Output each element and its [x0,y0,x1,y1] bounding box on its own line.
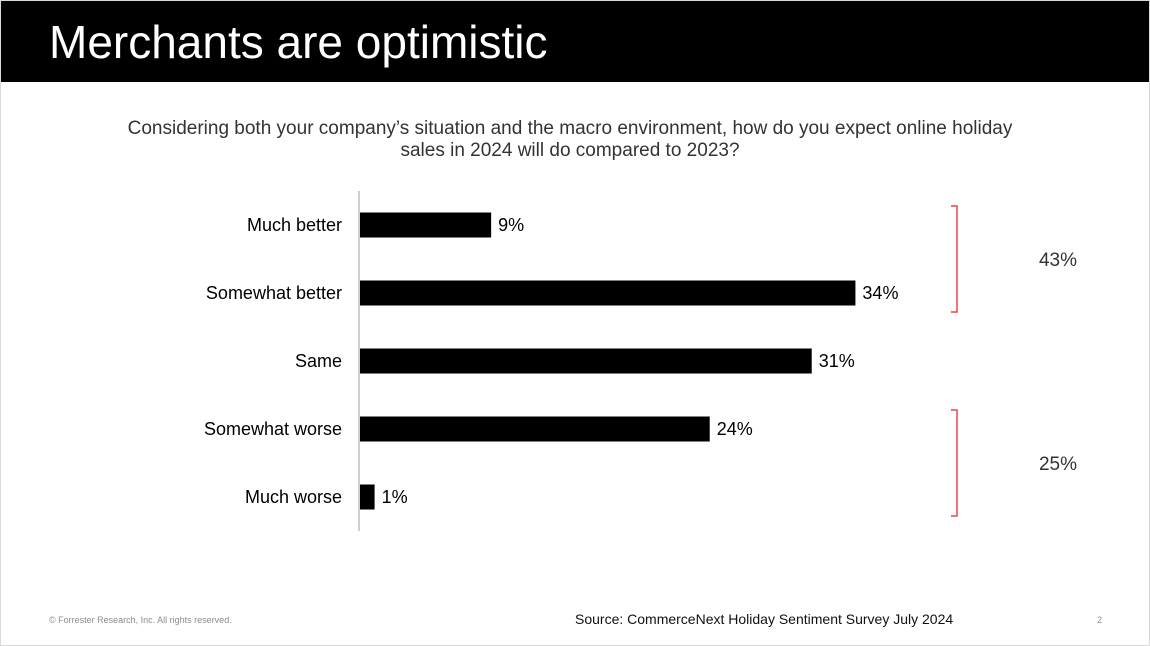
bar [360,484,375,510]
title-bar: Merchants are optimistic [1,1,1149,82]
bar-value-label: 31% [819,351,855,371]
bar [360,348,812,374]
group-total-label: 43% [1039,250,1077,271]
page-number: 2 [1097,615,1103,625]
category-label: Same [295,351,342,371]
bar [360,416,710,442]
group-bracket [951,205,958,313]
category-label: Somewhat better [206,283,342,303]
category-label: Much better [247,215,342,235]
bar-value-label: 9% [498,215,524,235]
bar [360,280,856,306]
group-total-label: 25% [1039,454,1077,475]
bar [360,212,492,238]
source-note: Source: CommerceNext Holiday Sentiment S… [575,611,954,627]
bar-value-label: 24% [717,419,753,439]
bar-value-label: 1% [382,487,408,507]
survey-question: Considering both your company’s situatio… [127,118,1013,161]
copyright-notice: © Forrester Research, Inc. All rights re… [49,615,232,625]
category-label: Much worse [245,487,342,507]
slide-title: Merchants are optimistic [49,16,548,68]
category-label: Somewhat worse [204,419,342,439]
group-bracket [951,409,958,517]
bar-value-label: 34% [862,283,898,303]
